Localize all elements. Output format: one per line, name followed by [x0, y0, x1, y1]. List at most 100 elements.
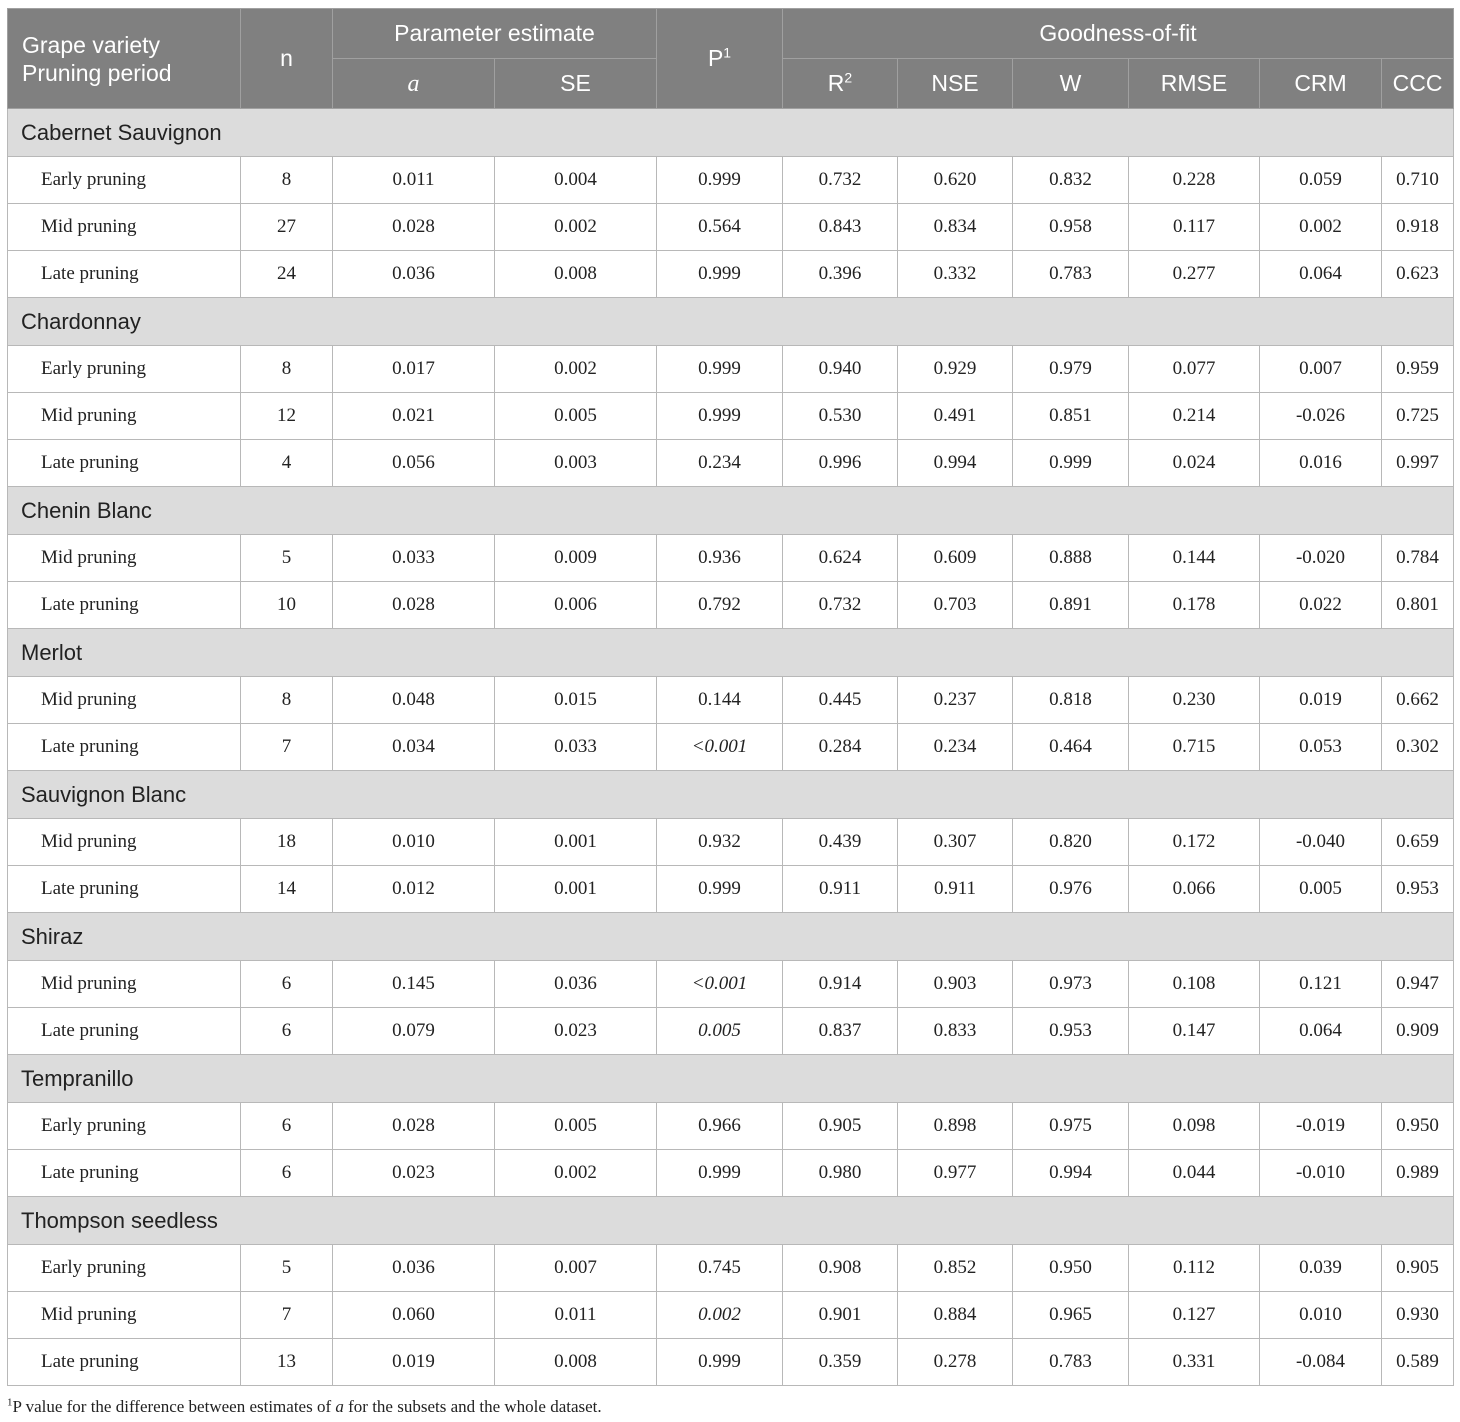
- cell-rmse: 0.331: [1128, 1338, 1261, 1386]
- group-name: Sauvignon Blanc: [6, 770, 1455, 819]
- cell-a: 0.021: [332, 392, 495, 440]
- row-label: Mid pruning: [7, 676, 241, 724]
- cell-se: 0.036: [493, 960, 658, 1008]
- cell-nse: 0.898: [897, 1102, 1014, 1150]
- cell-se: 0.009: [493, 534, 658, 582]
- cell-w: 0.979: [1012, 345, 1130, 393]
- table-row: Late pruning 24 0.036 0.008 0.999 0.396 0.332 0…: [7, 250, 1455, 298]
- cell-p: <0.001: [656, 723, 784, 771]
- cell-r2: 0.843: [782, 203, 899, 251]
- cell-n: 5: [240, 534, 333, 582]
- cell-se: 0.033: [493, 723, 658, 771]
- cell-rmse: 0.077: [1128, 345, 1261, 393]
- cell-nse: 0.852: [897, 1244, 1014, 1292]
- cell-crm: 0.002: [1259, 203, 1383, 251]
- cell-r2: 0.396: [782, 250, 899, 298]
- cell-crm: 0.039: [1259, 1244, 1383, 1292]
- header-period-label: Pruning period: [22, 59, 172, 86]
- cell-w: 0.888: [1012, 534, 1130, 582]
- cell-se: 0.002: [493, 203, 658, 251]
- cell-nse: 0.307: [897, 818, 1014, 866]
- cell-r2: 0.530: [782, 392, 899, 440]
- cell-crm: 0.016: [1259, 439, 1383, 487]
- cell-r2: 0.439: [782, 818, 899, 866]
- header-variety-period: Grape variety Pruning period: [7, 8, 241, 109]
- cell-w: 0.953: [1012, 1007, 1130, 1055]
- cell-w: 0.973: [1012, 960, 1130, 1008]
- cell-r2: 0.905: [782, 1102, 899, 1150]
- row-label: Late pruning: [7, 439, 241, 487]
- cell-w: 0.464: [1012, 723, 1130, 771]
- table-footnote: 1P value for the difference between esti…: [7, 1397, 602, 1417]
- cell-ccc: 0.930: [1381, 1291, 1455, 1339]
- cell-ccc: 0.662: [1381, 676, 1455, 724]
- cell-w: 0.958: [1012, 203, 1130, 251]
- cell-se: 0.006: [493, 581, 658, 629]
- row-label: Mid pruning: [7, 203, 241, 251]
- cell-nse: 0.491: [897, 392, 1014, 440]
- cell-n: 14: [240, 865, 333, 913]
- cell-n: 27: [240, 203, 333, 251]
- group-name: Thompson seedless: [6, 1196, 1455, 1245]
- cell-r2: 0.911: [782, 865, 899, 913]
- cell-n: 4: [240, 439, 333, 487]
- cell-rmse: 0.228: [1128, 156, 1261, 204]
- cell-p: 0.005: [656, 1007, 784, 1055]
- cell-a: 0.012: [332, 865, 495, 913]
- cell-ccc: 0.725: [1381, 392, 1455, 440]
- cell-crm: 0.007: [1259, 345, 1383, 393]
- cell-rmse: 0.277: [1128, 250, 1261, 298]
- row-label: Mid pruning: [7, 392, 241, 440]
- row-label: Mid pruning: [7, 1291, 241, 1339]
- cell-w: 0.818: [1012, 676, 1130, 724]
- cell-nse: 0.834: [897, 203, 1014, 251]
- cell-nse: 0.911: [897, 865, 1014, 913]
- table-row: Late pruning 7 0.034 0.033 <0.001 0.284 0.234 0…: [7, 723, 1455, 771]
- cell-n: 10: [240, 581, 333, 629]
- table-row: Mid pruning 7 0.060 0.011 0.002 0.901 0.884 0.9…: [7, 1291, 1455, 1339]
- group-row: Cabernet Sauvignon: [6, 108, 1455, 157]
- cell-nse: 0.994: [897, 439, 1014, 487]
- row-label: Late pruning: [7, 581, 241, 629]
- footnote-italic: a: [335, 1397, 344, 1416]
- footnote-text-after: for the subsets and the whole dataset.: [343, 1397, 602, 1416]
- cell-w: 0.783: [1012, 1338, 1130, 1386]
- cell-rmse: 0.147: [1128, 1007, 1261, 1055]
- cell-se: 0.002: [493, 345, 658, 393]
- cell-se: 0.011: [493, 1291, 658, 1339]
- cell-w: 0.950: [1012, 1244, 1130, 1292]
- cell-r2: 0.837: [782, 1007, 899, 1055]
- cell-n: 6: [240, 1149, 333, 1197]
- cell-p: 0.999: [656, 865, 784, 913]
- cell-a: 0.028: [332, 203, 495, 251]
- row-label: Early pruning: [7, 345, 241, 393]
- cell-rmse: 0.044: [1128, 1149, 1261, 1197]
- cell-rmse: 0.112: [1128, 1244, 1261, 1292]
- cell-r2: 0.940: [782, 345, 899, 393]
- cell-crm: -0.040: [1259, 818, 1383, 866]
- cell-a: 0.034: [332, 723, 495, 771]
- cell-se: 0.007: [493, 1244, 658, 1292]
- cell-se: 0.023: [493, 1007, 658, 1055]
- cell-p: 0.999: [656, 156, 784, 204]
- cell-a: 0.060: [332, 1291, 495, 1339]
- table-header: Grape variety Pruning period n Parameter…: [7, 8, 1455, 109]
- cell-rmse: 0.098: [1128, 1102, 1261, 1150]
- cell-crm: 0.064: [1259, 250, 1383, 298]
- cell-a: 0.023: [332, 1149, 495, 1197]
- table-row: Late pruning 13 0.019 0.008 0.999 0.359 0.278 0…: [7, 1338, 1455, 1386]
- cell-ccc: 0.918: [1381, 203, 1455, 251]
- row-label: Mid pruning: [7, 818, 241, 866]
- cell-w: 0.832: [1012, 156, 1130, 204]
- group-name: Cabernet Sauvignon: [6, 108, 1455, 157]
- cell-n: 18: [240, 818, 333, 866]
- cell-crm: -0.019: [1259, 1102, 1383, 1150]
- cell-r2: 0.901: [782, 1291, 899, 1339]
- cell-rmse: 0.178: [1128, 581, 1261, 629]
- cell-nse: 0.278: [897, 1338, 1014, 1386]
- row-label: Late pruning: [7, 865, 241, 913]
- cell-r2: 0.908: [782, 1244, 899, 1292]
- cell-nse: 0.620: [897, 156, 1014, 204]
- cell-w: 0.891: [1012, 581, 1130, 629]
- header-p-sup: 1: [723, 44, 732, 61]
